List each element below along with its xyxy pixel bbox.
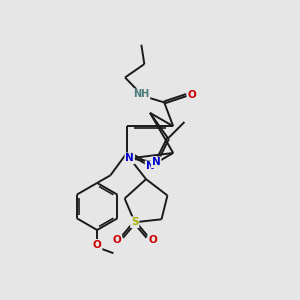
Text: O: O bbox=[148, 235, 157, 245]
Text: S: S bbox=[131, 217, 139, 227]
Text: N: N bbox=[125, 153, 134, 164]
Text: O: O bbox=[112, 235, 121, 245]
Text: N: N bbox=[146, 161, 154, 171]
Text: O: O bbox=[93, 240, 101, 250]
Text: O: O bbox=[188, 90, 196, 100]
Text: N: N bbox=[152, 157, 161, 167]
Text: NH: NH bbox=[133, 89, 149, 99]
